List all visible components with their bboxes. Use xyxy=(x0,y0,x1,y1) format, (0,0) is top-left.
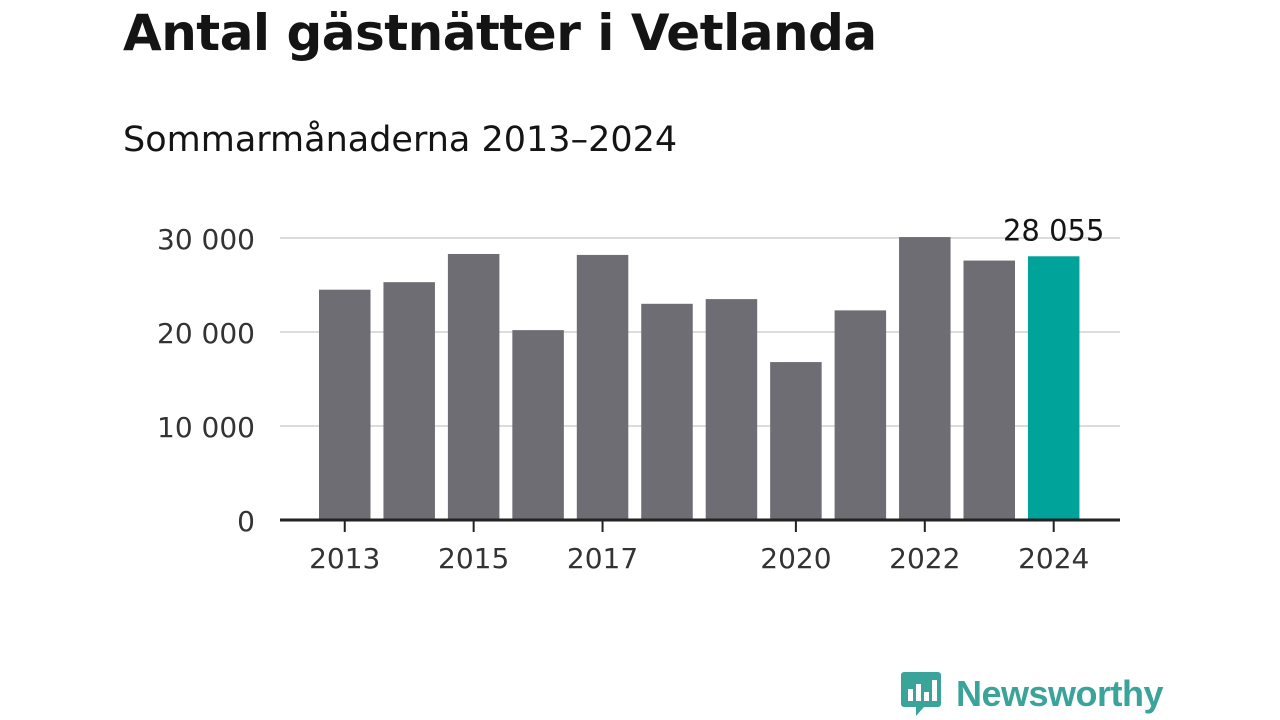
bar xyxy=(834,310,887,520)
y-tick-label: 20 000 xyxy=(157,317,255,350)
y-tick-label: 30 000 xyxy=(157,223,255,256)
chart-subtitle: Sommarmånaderna 2013–2024 xyxy=(123,120,678,160)
y-tick-label: 10 000 xyxy=(157,411,255,444)
y-tick-label: 0 xyxy=(237,505,255,538)
bar-chart: 0 10 000 20 000 30 000 2013 2015 2017 2020 2022 2… xyxy=(157,213,1120,575)
chart-title: Antal gästnätter i Vetlanda xyxy=(123,4,877,62)
x-tick-label: 2024 xyxy=(1018,542,1089,575)
bar xyxy=(899,237,951,520)
bar xyxy=(576,254,629,521)
data-label: 28 055 xyxy=(1003,213,1104,247)
x-tick-label: 2013 xyxy=(309,542,380,575)
bar xyxy=(705,299,758,520)
x-tick-label: 2020 xyxy=(760,542,831,575)
x-tick-label: 2022 xyxy=(889,542,960,575)
x-tick-label: 2017 xyxy=(567,542,638,575)
bar xyxy=(963,260,1015,520)
bar xyxy=(770,362,822,520)
bar xyxy=(319,289,371,520)
newsworthy-logo: Newsworthy xyxy=(900,670,1164,718)
newsworthy-logo-text: Newsworthy xyxy=(956,673,1164,714)
bar xyxy=(383,282,435,520)
bar-highlight xyxy=(1027,256,1080,520)
x-tick-label: 2015 xyxy=(438,542,509,575)
bar xyxy=(512,330,564,520)
bar xyxy=(641,303,693,520)
newsworthy-logo-icon xyxy=(901,672,941,716)
bar xyxy=(447,253,500,521)
